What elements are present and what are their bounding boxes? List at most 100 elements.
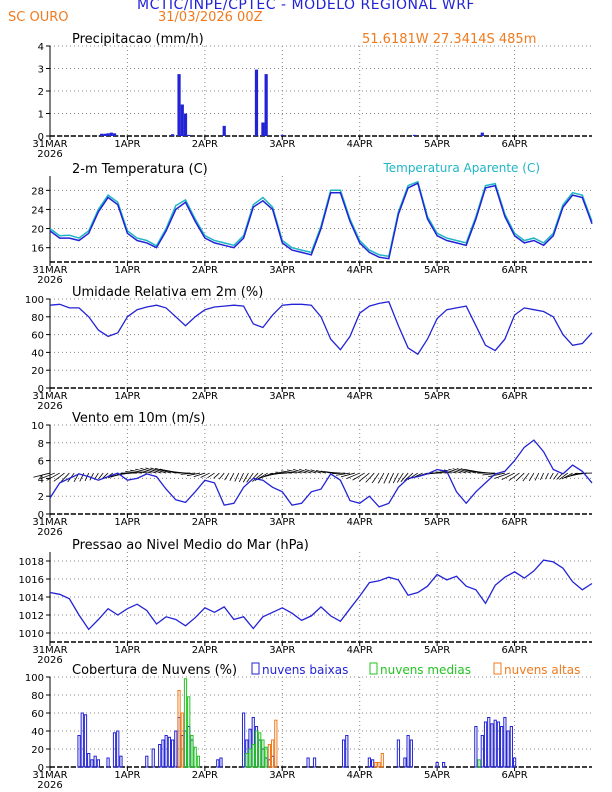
- wind-barb: [269, 472, 288, 475]
- wind-barb: [545, 472, 549, 480]
- x-tick-label: 4APR: [347, 139, 373, 150]
- cloud-low-bar: [216, 759, 220, 768]
- wind-barb: [365, 472, 375, 483]
- x-tick-label: 3APR: [269, 770, 295, 781]
- wind-barb: [316, 470, 326, 474]
- y-tick-label: 100: [25, 673, 44, 684]
- wind-barb: [340, 472, 355, 478]
- x-tick-label: 31MAR: [32, 391, 67, 402]
- precip-bar: [177, 74, 181, 136]
- y-tick-label: 2: [38, 87, 44, 98]
- cloud-low-bar: [158, 744, 162, 768]
- y-tick-label: 0: [38, 132, 44, 143]
- cloud-low-bar: [474, 726, 478, 768]
- precip-bar: [254, 69, 259, 136]
- wind-barb: [39, 472, 55, 480]
- y-tick-label: 20: [31, 366, 44, 377]
- wind-barb: [252, 472, 264, 482]
- wind-barb: [460, 468, 476, 474]
- wind-barb: [559, 472, 569, 480]
- x-tick-label: 5APR: [424, 770, 450, 781]
- wind-barb: [392, 472, 399, 484]
- cloud-low-bar: [487, 717, 491, 768]
- y-tick-label: 80: [31, 313, 44, 324]
- apparent-temperature-line: [49, 180, 593, 258]
- cloud-low-bar: [493, 719, 497, 768]
- precip-bar: [183, 113, 188, 136]
- x-tick-label: 5APR: [424, 265, 450, 276]
- cloud-mid-bar: [193, 746, 197, 768]
- cloud-mid-bar: [258, 732, 262, 768]
- cloud-low-bar: [90, 759, 94, 768]
- precip-bar: [170, 134, 175, 136]
- wind-barb: [522, 472, 530, 482]
- wind-barb: [229, 472, 235, 482]
- y-tick-label: 16: [31, 244, 44, 255]
- cloud-low-bar: [341, 739, 346, 768]
- cloud-legend-swatch: [493, 662, 502, 675]
- wind-barb: [135, 468, 152, 474]
- wind-barb: [200, 472, 210, 478]
- y-tick-label: 3: [38, 65, 44, 76]
- cloud-high-bar: [177, 690, 181, 768]
- y-tick-label: 28: [31, 186, 44, 197]
- x-tick-label: 31MAR: [32, 517, 67, 528]
- precip-bar: [100, 133, 104, 136]
- run-datetime: 31/03/2026 00Z: [158, 10, 263, 25]
- wind-barb: [238, 472, 244, 483]
- x-year-label: 2026: [37, 149, 62, 160]
- y-tick-label: 8: [38, 439, 44, 450]
- cloud-low-bar: [396, 739, 401, 768]
- humidity-line: [49, 300, 593, 356]
- wind-barb: [448, 468, 462, 474]
- cloud-low-bar: [164, 735, 168, 768]
- cloud-low-bar: [435, 762, 439, 768]
- wind-barb: [180, 472, 196, 475]
- cloud-low-bar: [80, 712, 84, 768]
- cloud-low-bar: [509, 726, 513, 768]
- cloud-low-bar: [96, 759, 101, 768]
- x-tick-label: 1APR: [114, 517, 140, 528]
- wind-barb: [207, 472, 215, 479]
- y-tick-label: 2: [38, 492, 44, 503]
- x-tick-label: 5APR: [424, 391, 450, 402]
- cloud-legend-swatch: [251, 662, 260, 675]
- y-tick-label: 1014: [19, 593, 44, 604]
- precip-bar: [222, 125, 226, 136]
- wind-barb: [404, 472, 414, 482]
- precip-bar: [264, 74, 268, 136]
- cloud-low-bar: [367, 757, 372, 768]
- x-tick-label: 6APR: [501, 139, 527, 150]
- x-tick-label: 2APR: [192, 265, 218, 276]
- cloud-high-bar: [267, 744, 271, 768]
- x-tick-label: 31MAR: [32, 139, 67, 150]
- temperature-legend: Temperatura Aparente (C): [382, 161, 540, 175]
- precip-bar: [112, 133, 117, 136]
- x-year-label: 2026: [37, 275, 62, 286]
- wind-barb: [352, 472, 365, 481]
- y-tick-label: 0: [38, 763, 44, 774]
- x-tick-label: 3APR: [269, 645, 295, 656]
- cloud-low-bar: [112, 732, 117, 768]
- precip-bar: [280, 134, 284, 136]
- wind-barb: [246, 472, 254, 483]
- cloud-low-bar: [512, 757, 517, 768]
- cloud-mid-bar: [248, 748, 252, 768]
- wind-barb: [396, 472, 404, 483]
- cloud-low-bar: [174, 730, 178, 768]
- cloud-legend-label: nuvens baixas: [262, 663, 348, 677]
- wind-barb: [371, 472, 380, 484]
- wind-barb: [242, 472, 249, 483]
- precip-bar: [480, 132, 484, 136]
- cloud-legend-swatch: [369, 662, 378, 675]
- cloud-low-bar: [403, 757, 407, 768]
- y-tick-label: 24: [31, 205, 44, 216]
- x-tick-label: 1APR: [114, 391, 140, 402]
- wind-speed-line: [49, 439, 593, 508]
- y-tick-label: 100: [25, 295, 44, 306]
- y-tick-label: 20: [31, 225, 44, 236]
- wind-barb: [456, 468, 472, 474]
- pressure-line: [49, 559, 593, 631]
- wind-barb: [234, 472, 240, 482]
- wind-barb: [280, 470, 297, 474]
